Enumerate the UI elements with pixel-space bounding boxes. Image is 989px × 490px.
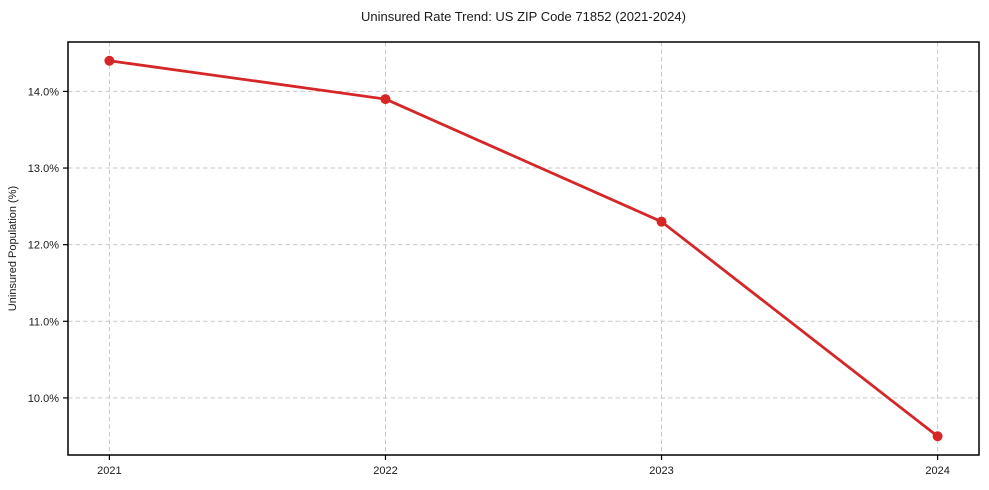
data-point-2023 xyxy=(656,216,667,227)
data-point-2024 xyxy=(932,431,943,442)
y-tick-label: 13.0% xyxy=(28,163,59,175)
x-tick-label: 2023 xyxy=(649,465,673,477)
trend-line xyxy=(108,59,939,438)
y-tick-label: 11.0% xyxy=(29,316,60,328)
plot-border xyxy=(67,41,980,456)
chart-title: Uninsured Rate Trend: US ZIP Code 71852 … xyxy=(361,9,686,24)
x-tick-label: 2022 xyxy=(373,465,397,477)
data-point-2022 xyxy=(380,94,391,105)
y-tick-label: 14.0% xyxy=(28,86,59,98)
x-tick-label: 2021 xyxy=(97,465,121,477)
x-tick-label: 2024 xyxy=(925,465,949,477)
y-tick-label: 10.0% xyxy=(28,393,59,405)
y-tick-label: 12.0% xyxy=(28,240,59,252)
data-point-2021 xyxy=(104,55,115,66)
